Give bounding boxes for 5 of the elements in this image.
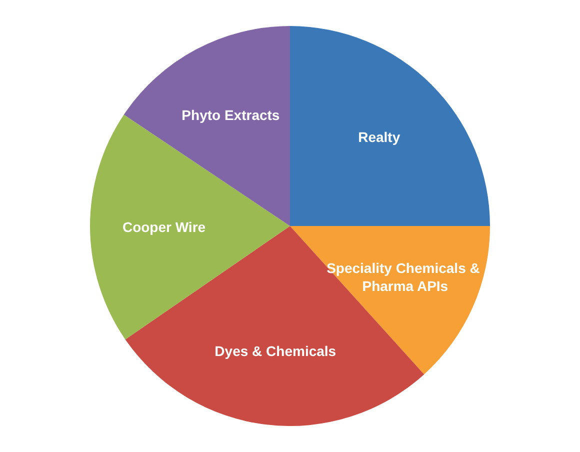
slice-label: Realty <box>358 128 400 145</box>
slice-label: Speciality Chemicals & Pharma APIs <box>326 260 484 294</box>
slice-label: Dyes & Chemicals <box>214 343 336 360</box>
slice-label: Cooper Wire <box>122 218 206 235</box>
slice-label: Phyto Extracts <box>182 106 280 123</box>
